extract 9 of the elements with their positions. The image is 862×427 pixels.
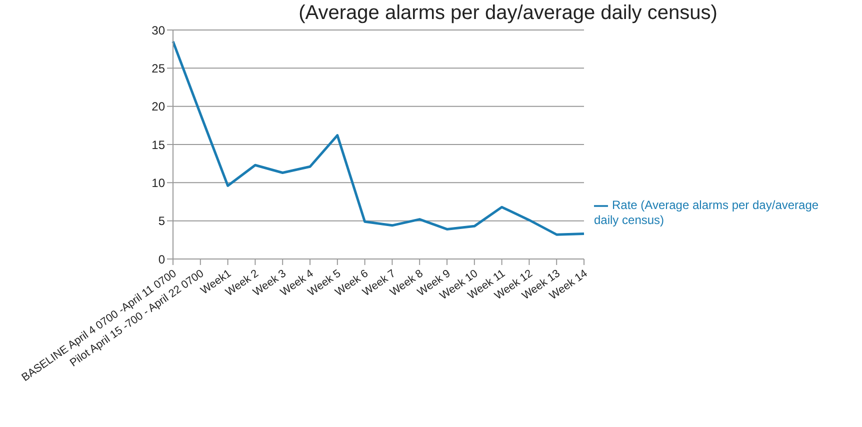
y-tick-label: 0 [158, 252, 166, 266]
y-tick-label: 15 [152, 138, 166, 152]
legend-label: Rate (Average alarms per day/average daily census) [594, 198, 819, 227]
y-tick-label: 20 [152, 100, 166, 114]
y-tick-label: 5 [158, 214, 166, 228]
y-tick-label: 25 [152, 61, 166, 76]
y-tick-label: 10 [152, 176, 166, 190]
chart-title: (Average alarms per day/average daily census) [298, 2, 718, 25]
y-tick-label: 30 [152, 23, 166, 38]
